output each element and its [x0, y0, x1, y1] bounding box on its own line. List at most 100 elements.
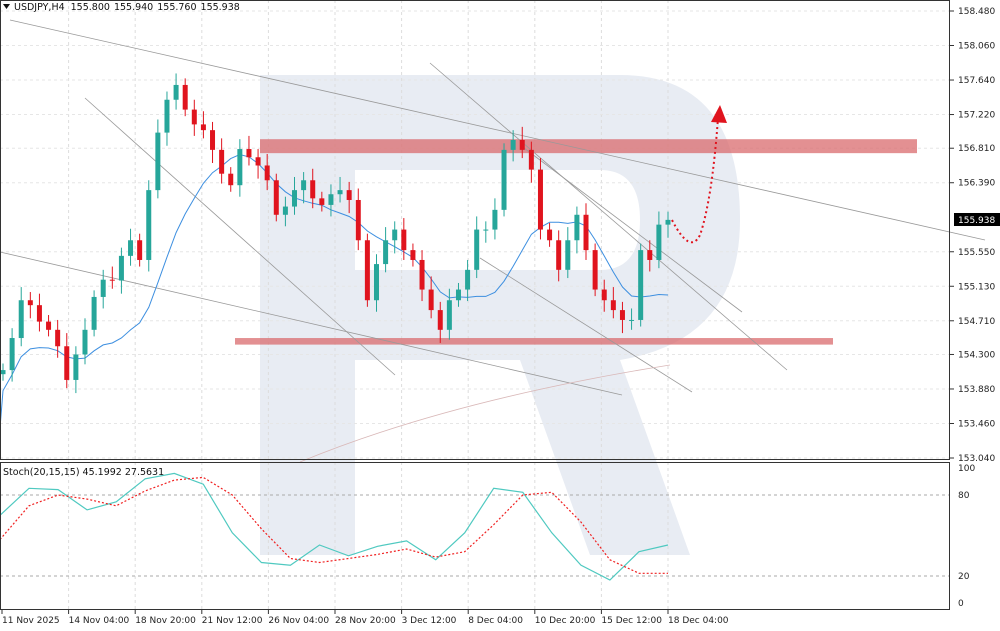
time-label: 15 Dec 12:00	[601, 616, 662, 626]
candle-body	[282, 206, 288, 215]
time-label: 3 Dec 12:00	[402, 616, 457, 626]
price-axis: 158.480 158.060 157.640 157.220 156.810 156.3…	[950, 7, 995, 464]
candle	[556, 230, 562, 282]
candle	[364, 233, 370, 307]
current-price-label: 155.938	[958, 216, 995, 226]
candle-body	[528, 149, 534, 170]
time-label: 10 Dec 20:00	[535, 616, 596, 626]
candle-body	[392, 229, 398, 241]
candle	[510, 130, 516, 162]
close-value: 155.938	[201, 2, 240, 13]
time-label: 14 Nov 04:00	[69, 616, 130, 626]
candle-body	[383, 240, 389, 265]
candle	[455, 282, 461, 307]
price-label: 155.550	[958, 248, 995, 258]
candle	[210, 121, 216, 164]
candle-body	[36, 305, 42, 322]
candle-body	[310, 180, 316, 199]
indicator-label-tick: 20	[958, 572, 970, 582]
candle-body	[483, 229, 489, 231]
price-label: 154.300	[958, 350, 995, 360]
candle-body	[337, 190, 343, 195]
high-value: 155.940	[114, 2, 153, 13]
candle	[255, 149, 261, 179]
candle	[182, 78, 188, 117]
trend-line	[429, 62, 788, 371]
candle-body	[191, 109, 197, 125]
candle	[465, 259, 471, 302]
candle	[27, 292, 33, 319]
trend-line	[519, 144, 743, 313]
price-label: 153.040	[958, 454, 995, 464]
candles	[0, 73, 671, 394]
candle-body	[547, 229, 553, 241]
candle	[346, 181, 352, 214]
candle	[164, 91, 170, 146]
candle	[64, 333, 70, 389]
candle	[565, 227, 571, 279]
candle-body	[355, 199, 361, 241]
candle	[0, 363, 6, 381]
candle	[118, 247, 124, 294]
candle	[328, 184, 334, 217]
candle-body	[401, 229, 407, 251]
candle	[383, 227, 389, 273]
candle-body	[137, 240, 143, 260]
support-zone	[235, 338, 833, 345]
collapse-triangle-icon[interactable]	[3, 4, 10, 9]
candle	[82, 318, 88, 365]
candle-body	[55, 329, 61, 347]
indicator-axis: 100 80 20 0	[958, 464, 975, 609]
candle	[128, 228, 134, 266]
price-label: 156.390	[958, 179, 995, 189]
candle	[337, 176, 343, 203]
candle	[601, 279, 607, 312]
candle-body	[437, 310, 443, 330]
candle-body	[419, 259, 425, 290]
candle	[173, 73, 179, 110]
candle	[392, 221, 398, 254]
candle	[246, 135, 252, 166]
indicator-label-tick: 80	[958, 491, 970, 501]
candle-body	[428, 289, 434, 311]
candle	[9, 328, 15, 382]
candle-body	[510, 140, 516, 150]
candle-body	[292, 190, 298, 207]
candle	[610, 287, 616, 319]
candle	[273, 173, 279, 222]
trend-line	[479, 257, 693, 393]
time-label: 21 Nov 12:00	[202, 616, 263, 626]
candle-body	[465, 269, 471, 290]
candle-body	[118, 255, 124, 281]
candle	[528, 141, 534, 183]
forecast-arrow	[671, 117, 719, 244]
candle-body	[18, 300, 24, 339]
candle	[219, 138, 225, 184]
candle-body	[155, 132, 161, 191]
candle-body	[656, 224, 662, 260]
indicator-label-tick: 0	[958, 599, 964, 609]
candle-body	[91, 296, 97, 330]
candle-body	[237, 149, 243, 186]
candle	[410, 243, 416, 267]
price-label: 158.480	[958, 7, 995, 17]
price-label: 153.460	[958, 419, 995, 429]
candle	[419, 250, 425, 302]
candle	[200, 111, 206, 139]
candle	[355, 188, 361, 251]
indicator-pane-border	[0, 462, 950, 610]
candle	[310, 168, 316, 209]
candle-body	[182, 84, 188, 110]
candle	[155, 119, 161, 199]
candle	[264, 153, 270, 191]
price-label: 157.220	[958, 111, 995, 121]
candle-body	[246, 149, 252, 158]
candle-body	[219, 149, 225, 174]
time-label: 28 Nov 20:00	[335, 616, 396, 626]
candle	[292, 176, 298, 215]
time-label: 8 Dec 04:00	[468, 616, 523, 626]
candle-body	[455, 289, 461, 301]
candle-body	[210, 130, 216, 150]
candle	[592, 243, 598, 297]
